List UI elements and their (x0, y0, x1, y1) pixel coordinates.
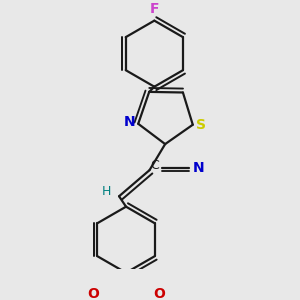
Text: N: N (124, 115, 135, 129)
Text: O: O (153, 287, 165, 300)
Text: H: H (102, 185, 112, 198)
Text: S: S (196, 118, 206, 132)
Text: C: C (150, 159, 159, 172)
Text: N: N (192, 160, 204, 175)
Text: F: F (150, 2, 159, 16)
Text: O: O (87, 287, 99, 300)
